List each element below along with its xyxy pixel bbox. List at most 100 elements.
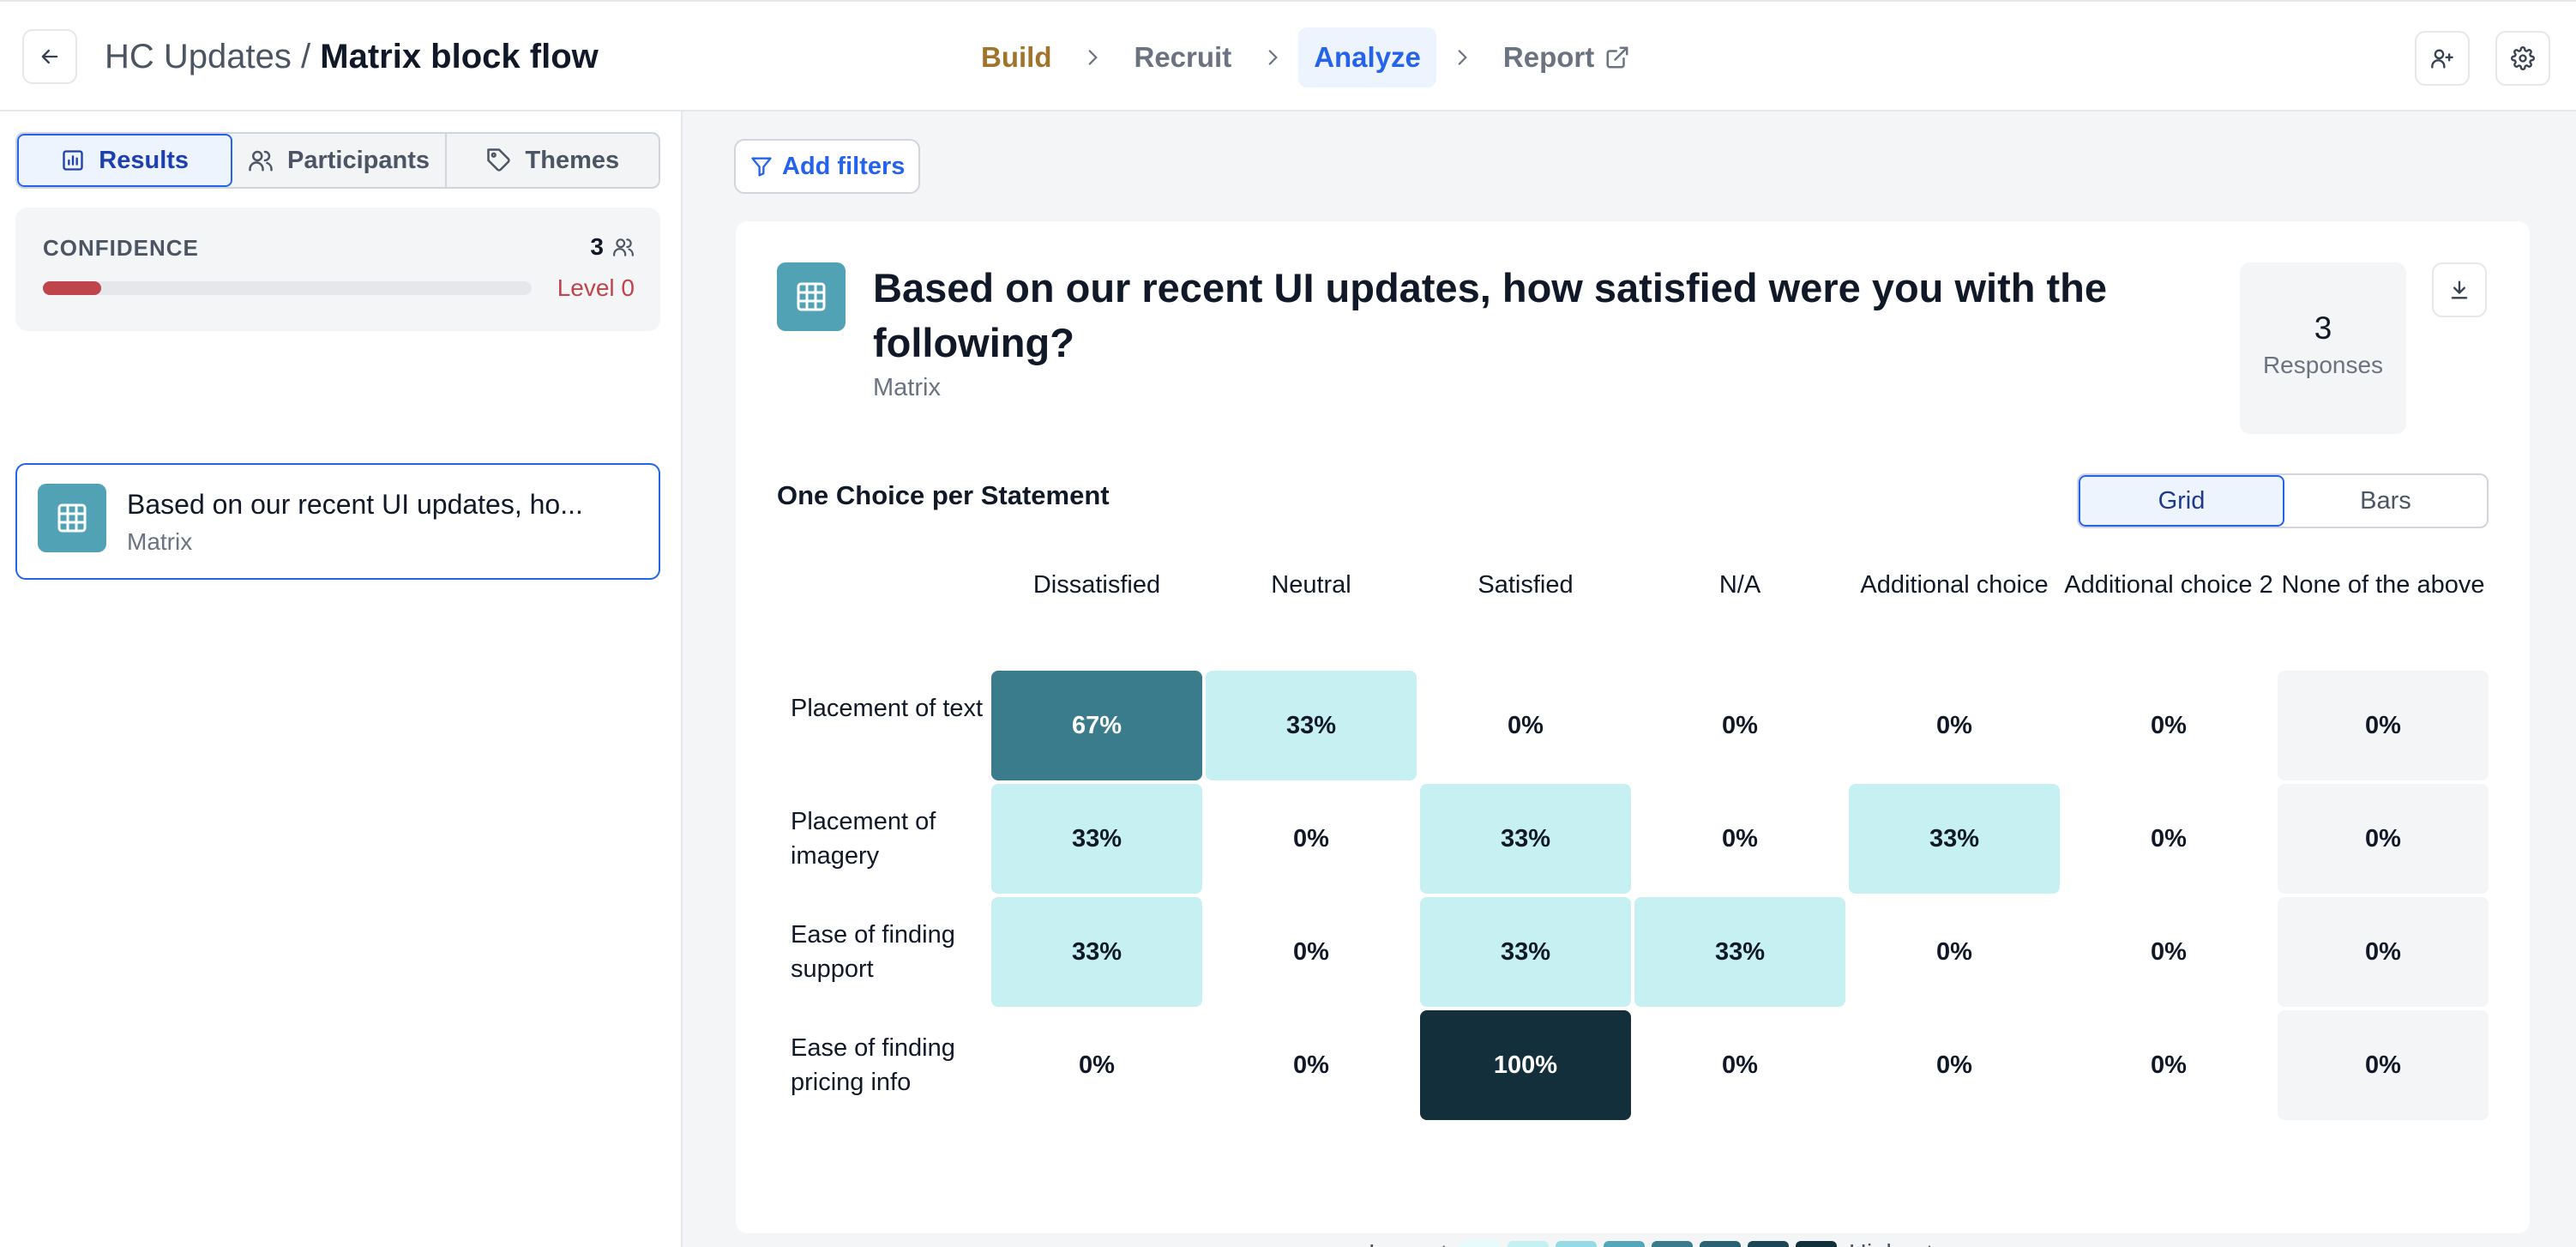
- filter-icon: [751, 157, 772, 177]
- step-report[interactable]: Report: [1488, 27, 1646, 87]
- column-header: Satisfied: [1478, 571, 1574, 599]
- settings-button[interactable]: [2495, 31, 2550, 86]
- legend-highest-label: Highest: [1849, 1240, 1933, 1247]
- confidence-panel: CONFIDENCE 3 Level 0: [15, 208, 660, 331]
- sidebar-tabs: Results Participants Themes: [15, 132, 660, 189]
- participant-count-value: 3: [590, 233, 604, 260]
- heatmap-cell[interactable]: 0%: [1508, 711, 1544, 739]
- column-header: Dissatisfied: [1032, 571, 1161, 599]
- top-bar: HC Updates / Matrix block flow Build Rec…: [0, 0, 2576, 111]
- question-list-item-title: Based on our recent UI updates, ho...: [127, 489, 583, 520]
- responses-count: 3: [2314, 310, 2332, 346]
- confidence-label: CONFIDENCE: [43, 235, 199, 261]
- column-header: None of the above: [2281, 571, 2485, 599]
- heatmap-cell[interactable]: 0%: [1936, 937, 1972, 966]
- heatmap-cell[interactable]: 67%: [991, 671, 1202, 780]
- project-name[interactable]: HC Updates: [105, 38, 292, 75]
- legend-swatch: [1459, 1240, 1501, 1247]
- invite-user-button[interactable]: [2415, 31, 2470, 86]
- external-link-icon: [1606, 46, 1628, 69]
- heatmap-cell[interactable]: 0%: [2151, 1051, 2187, 1079]
- user-plus-icon: [2431, 49, 2453, 69]
- add-filters-button[interactable]: Add filters: [734, 139, 921, 194]
- heatmap-cell[interactable]: 33%: [1206, 671, 1417, 780]
- legend-swatch: [1507, 1240, 1549, 1247]
- heatmap-cell[interactable]: 0%: [1936, 1051, 1972, 1079]
- step-recruit[interactable]: Recruit: [1134, 41, 1232, 73]
- chevron-right-icon: [1247, 46, 1298, 69]
- heatmap-cell[interactable]: 0%: [1293, 937, 1329, 966]
- users-icon: [249, 150, 273, 172]
- question-results-card: Based on our recent UI updates, how sati…: [736, 221, 2530, 1247]
- row-header: Ease of finding support: [791, 921, 955, 983]
- heatmap-cell[interactable]: 0%: [1079, 1051, 1115, 1079]
- legend-swatch: [1555, 1240, 1597, 1247]
- add-filters-label: Add filters: [782, 152, 906, 180]
- legend-swatch: [1603, 1240, 1645, 1247]
- question-list-item[interactable]: Based on our recent UI updates, ho... Ma…: [15, 463, 660, 580]
- heatmap-cell[interactable]: 33%: [1420, 784, 1631, 894]
- heatmap-cell[interactable]: 0%: [1722, 1051, 1758, 1079]
- section-title: One Choice per Statement: [777, 480, 1110, 510]
- heatmap-cell[interactable]: 0%: [1293, 1051, 1329, 1079]
- heatmap-cell[interactable]: 0%: [1722, 711, 1758, 739]
- question-title: Based on our recent UI updates, how sati…: [873, 265, 2107, 365]
- row-header: Ease of finding pricing info: [791, 1034, 955, 1096]
- view-grid-button[interactable]: Grid: [2079, 475, 2284, 527]
- legend-swatch: [1699, 1240, 1741, 1247]
- heatmap-cell[interactable]: 0%: [2278, 1010, 2489, 1120]
- heatmap-cell[interactable]: 33%: [991, 897, 1202, 1007]
- heatmap-cell[interactable]: 0%: [2151, 824, 2187, 852]
- row-header: Placement of text: [791, 695, 984, 722]
- flow-name: Matrix block flow: [320, 38, 599, 75]
- legend-swatch: [1651, 1240, 1693, 1247]
- tab-results[interactable]: Results: [17, 134, 233, 187]
- heatmap-cell[interactable]: 33%: [1849, 784, 2060, 894]
- heatmap-cell[interactable]: 33%: [991, 784, 1202, 894]
- main-content: Add filters Based on our recent UI updat…: [683, 111, 2576, 1247]
- step-analyze[interactable]: Analyze: [1298, 27, 1436, 87]
- heatmap-cell[interactable]: 0%: [2278, 671, 2489, 780]
- step-build[interactable]: Build: [981, 41, 1052, 73]
- question-type: Matrix: [873, 374, 941, 401]
- heatmap-cell[interactable]: 0%: [2151, 937, 2187, 966]
- heatmap-cell[interactable]: 0%: [1722, 824, 1758, 852]
- matrix-grid-icon: [777, 262, 846, 331]
- workflow-steps: Build Recruit Analyze Report: [966, 27, 1646, 87]
- chevron-right-icon: [1436, 46, 1488, 69]
- responses-label: Responses: [2262, 352, 2384, 378]
- confidence-progress-fill: [43, 281, 102, 295]
- users-icon: [613, 238, 634, 256]
- legend-swatch: [1795, 1240, 1837, 1247]
- step-report-label: Report: [1502, 41, 1595, 73]
- heatmap-cell[interactable]: 0%: [2278, 897, 2489, 1007]
- bar-chart-icon: [63, 150, 83, 171]
- legend-swatch: [1747, 1240, 1789, 1247]
- download-button[interactable]: [2432, 262, 2487, 317]
- heatmap-cell[interactable]: 33%: [1634, 897, 1845, 1007]
- question-list-item-type: Matrix: [127, 528, 193, 555]
- tab-participants[interactable]: Participants: [232, 134, 447, 187]
- view-bars-button[interactable]: Bars: [2360, 486, 2411, 515]
- legend-lowest-label: Lowest: [1369, 1240, 1447, 1247]
- heatmap-cell[interactable]: 0%: [2278, 784, 2489, 894]
- title-separator: /: [301, 38, 311, 75]
- heatmap-cell[interactable]: 0%: [1293, 824, 1329, 852]
- view-toggle: Grid Bars: [2077, 473, 2489, 528]
- page-title: HC Updates / Matrix block flow: [105, 34, 599, 79]
- row-header: Placement of imagery: [791, 808, 936, 870]
- back-button[interactable]: [22, 29, 77, 84]
- heatmap-cell[interactable]: 0%: [1936, 711, 1972, 739]
- column-header: Additional choice: [1860, 571, 2049, 599]
- column-header: N/A: [1718, 571, 1761, 599]
- tag-icon: [486, 148, 510, 172]
- column-header: Additional choice 2: [2064, 571, 2273, 599]
- heatmap-cell[interactable]: 0%: [2151, 711, 2187, 739]
- gear-icon: [2511, 46, 2535, 70]
- tab-themes[interactable]: Themes: [447, 134, 659, 187]
- tab-themes-label: Themes: [525, 146, 620, 174]
- chevron-right-icon: [1067, 46, 1118, 69]
- heatmap-cell[interactable]: 100%: [1420, 1010, 1631, 1120]
- heatmap-cell[interactable]: 33%: [1420, 897, 1631, 1007]
- heatmap-legend: Lowest Highest: [1363, 1240, 1938, 1247]
